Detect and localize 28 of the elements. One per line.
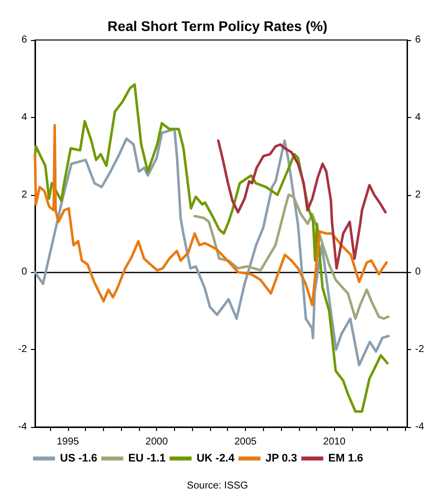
source-note: Source: ISSG bbox=[186, 480, 248, 492]
y-tick-label: 6 bbox=[21, 34, 28, 46]
y2-tick-label: 4 bbox=[415, 112, 422, 123]
y-tick-label: 0 bbox=[21, 266, 28, 278]
y-tick-label: 2 bbox=[21, 189, 28, 200]
x-tick-label: 2010 bbox=[323, 436, 346, 448]
y-tick-label: 4 bbox=[21, 112, 28, 123]
legend-label: JP 0.3 bbox=[265, 452, 298, 464]
y-tick-label: -2 bbox=[18, 344, 28, 356]
legend-label: US -1.6 bbox=[60, 452, 98, 464]
x-tick-label: 2000 bbox=[146, 436, 168, 448]
y2-tick-label: 2 bbox=[415, 189, 422, 200]
y2-tick-label: 0 bbox=[415, 266, 422, 278]
legend-label: EU -1.1 bbox=[128, 452, 166, 464]
legend-label: EM 1.6 bbox=[328, 452, 364, 464]
y2-tick-label: -4 bbox=[415, 422, 424, 432]
legend-label: UK -2.4 bbox=[196, 452, 236, 464]
line-series bbox=[34, 128, 390, 366]
x-tick-label: 2005 bbox=[234, 436, 258, 448]
line-series bbox=[193, 194, 390, 320]
y2-tick-label: -2 bbox=[415, 344, 424, 356]
x-tick-label: 1995 bbox=[56, 436, 80, 448]
line-series bbox=[34, 83, 389, 413]
line-series bbox=[217, 139, 387, 270]
y2-tick-label: 6 bbox=[415, 34, 422, 46]
y-tick-label: -4 bbox=[18, 422, 28, 432]
chart-title: Real Short Term Policy Rates (%) bbox=[108, 18, 328, 34]
line-series bbox=[34, 124, 388, 306]
